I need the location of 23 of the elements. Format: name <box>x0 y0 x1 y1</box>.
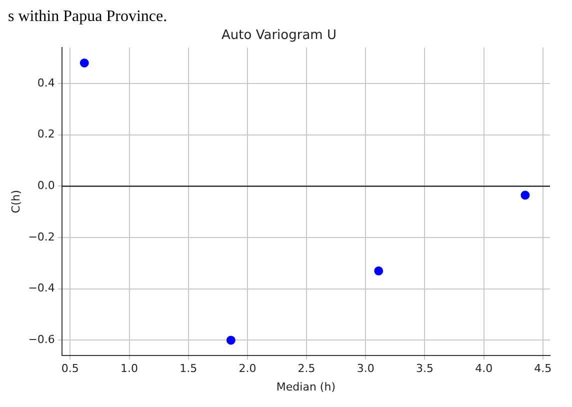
x-tick-label: 2.5 <box>298 362 316 376</box>
y-tick-label: 0.2 <box>37 128 55 141</box>
x-tick-label: 1.5 <box>180 362 198 376</box>
chart-title: Auto Variogram U <box>222 28 336 44</box>
point <box>80 58 89 68</box>
x-tick-label: 0.5 <box>61 362 79 376</box>
point <box>374 266 384 276</box>
x-tick-label: 3.0 <box>356 362 374 376</box>
text: s within Papua Province. <box>8 8 168 26</box>
x-tick-label: 4.5 <box>534 362 552 376</box>
x-tick-label: 4.0 <box>475 362 493 376</box>
x-axis-title: Median (h) <box>276 380 336 394</box>
x-tick-label: 2.0 <box>238 362 256 376</box>
y-axis-title: C(h) <box>9 190 22 214</box>
point <box>226 336 236 345</box>
y-tick-label: −0.6 <box>28 333 55 346</box>
point <box>520 190 530 200</box>
x-tick-label: 3.5 <box>416 362 434 376</box>
x-tick-label: 1.0 <box>120 362 138 376</box>
y-tick-label: 0.0 <box>37 179 55 192</box>
y-tick-label: −0.2 <box>28 230 55 244</box>
y-tick-label: −0.4 <box>28 282 55 295</box>
y-tick-label: 0.4 <box>37 76 55 90</box>
